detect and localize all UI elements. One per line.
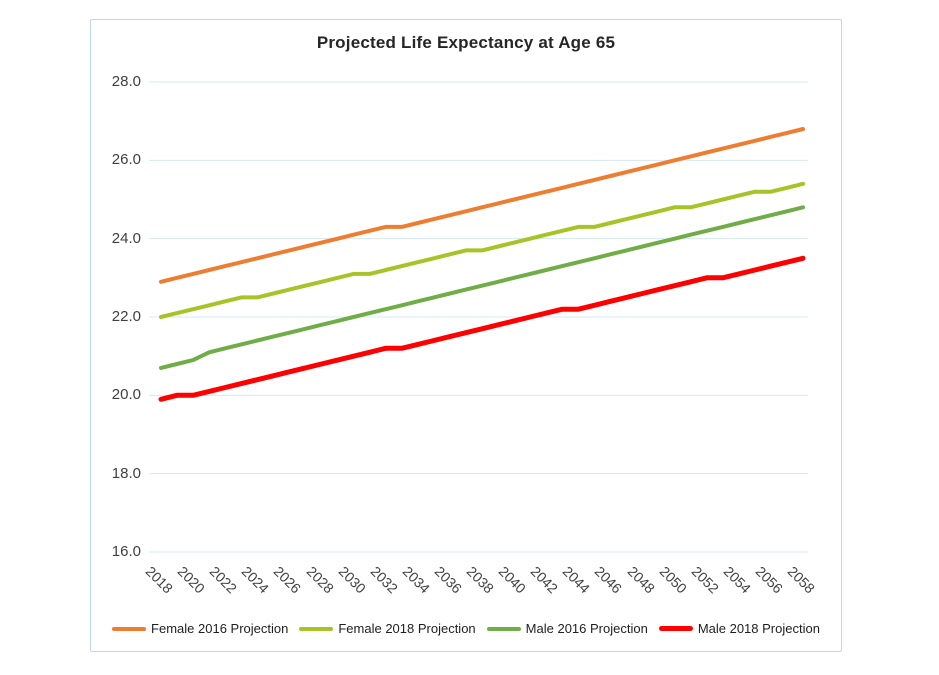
legend: Female 2016 Projection Female 2018 Projec… bbox=[91, 621, 841, 636]
series-line-male-2016-projection bbox=[159, 205, 805, 370]
legend-swatch-icon bbox=[299, 626, 334, 631]
legend-item-female-2018-projection: Female 2018 Projection bbox=[299, 621, 476, 636]
chart-title-part3: at Age 65 bbox=[533, 33, 616, 52]
y-tick-label: 24.0 bbox=[111, 229, 141, 247]
legend-label: Female 2016 Projection bbox=[151, 621, 289, 636]
y-tick-label: 22.0 bbox=[111, 308, 141, 325]
chart-frame: Projected Life Expectancy at Age 65 16.0… bbox=[90, 19, 842, 652]
y-tick-label: 20.0 bbox=[111, 386, 141, 404]
y-tick-label: 18.0 bbox=[111, 464, 141, 482]
legend-swatch-icon bbox=[658, 626, 693, 631]
legend-label: Male 2016 Projection bbox=[525, 621, 648, 636]
legend-swatch-icon bbox=[112, 626, 147, 631]
legend-label: Female 2018 Projection bbox=[338, 621, 476, 636]
series-line-female-2016-projection bbox=[159, 127, 805, 284]
series-line-female-2018-projection bbox=[159, 181, 805, 319]
y-tick-label: 16.0 bbox=[111, 543, 141, 560]
series-line-male-2018-projection bbox=[158, 255, 806, 402]
plot-area bbox=[149, 81, 808, 553]
y-tick-label: 28.0 bbox=[111, 73, 141, 90]
y-tick-label: 26.0 bbox=[111, 151, 141, 169]
legend-item-female-2016-projection: Female 2016 Projection bbox=[112, 621, 288, 636]
legend-item-male-2018-projection: Male 2018 Projection bbox=[658, 621, 820, 636]
chart-title: Projected Life Expectancy at Age 65 bbox=[91, 33, 841, 53]
legend-item-male-2016-projection: Male 2016 Projection bbox=[486, 621, 648, 636]
chart-title-part1: Projected Life bbox=[316, 33, 437, 52]
chart-title-part2: Expectancy bbox=[436, 33, 534, 52]
legend-swatch-icon bbox=[486, 626, 521, 631]
legend-label: Male 2018 Projection bbox=[697, 621, 820, 636]
